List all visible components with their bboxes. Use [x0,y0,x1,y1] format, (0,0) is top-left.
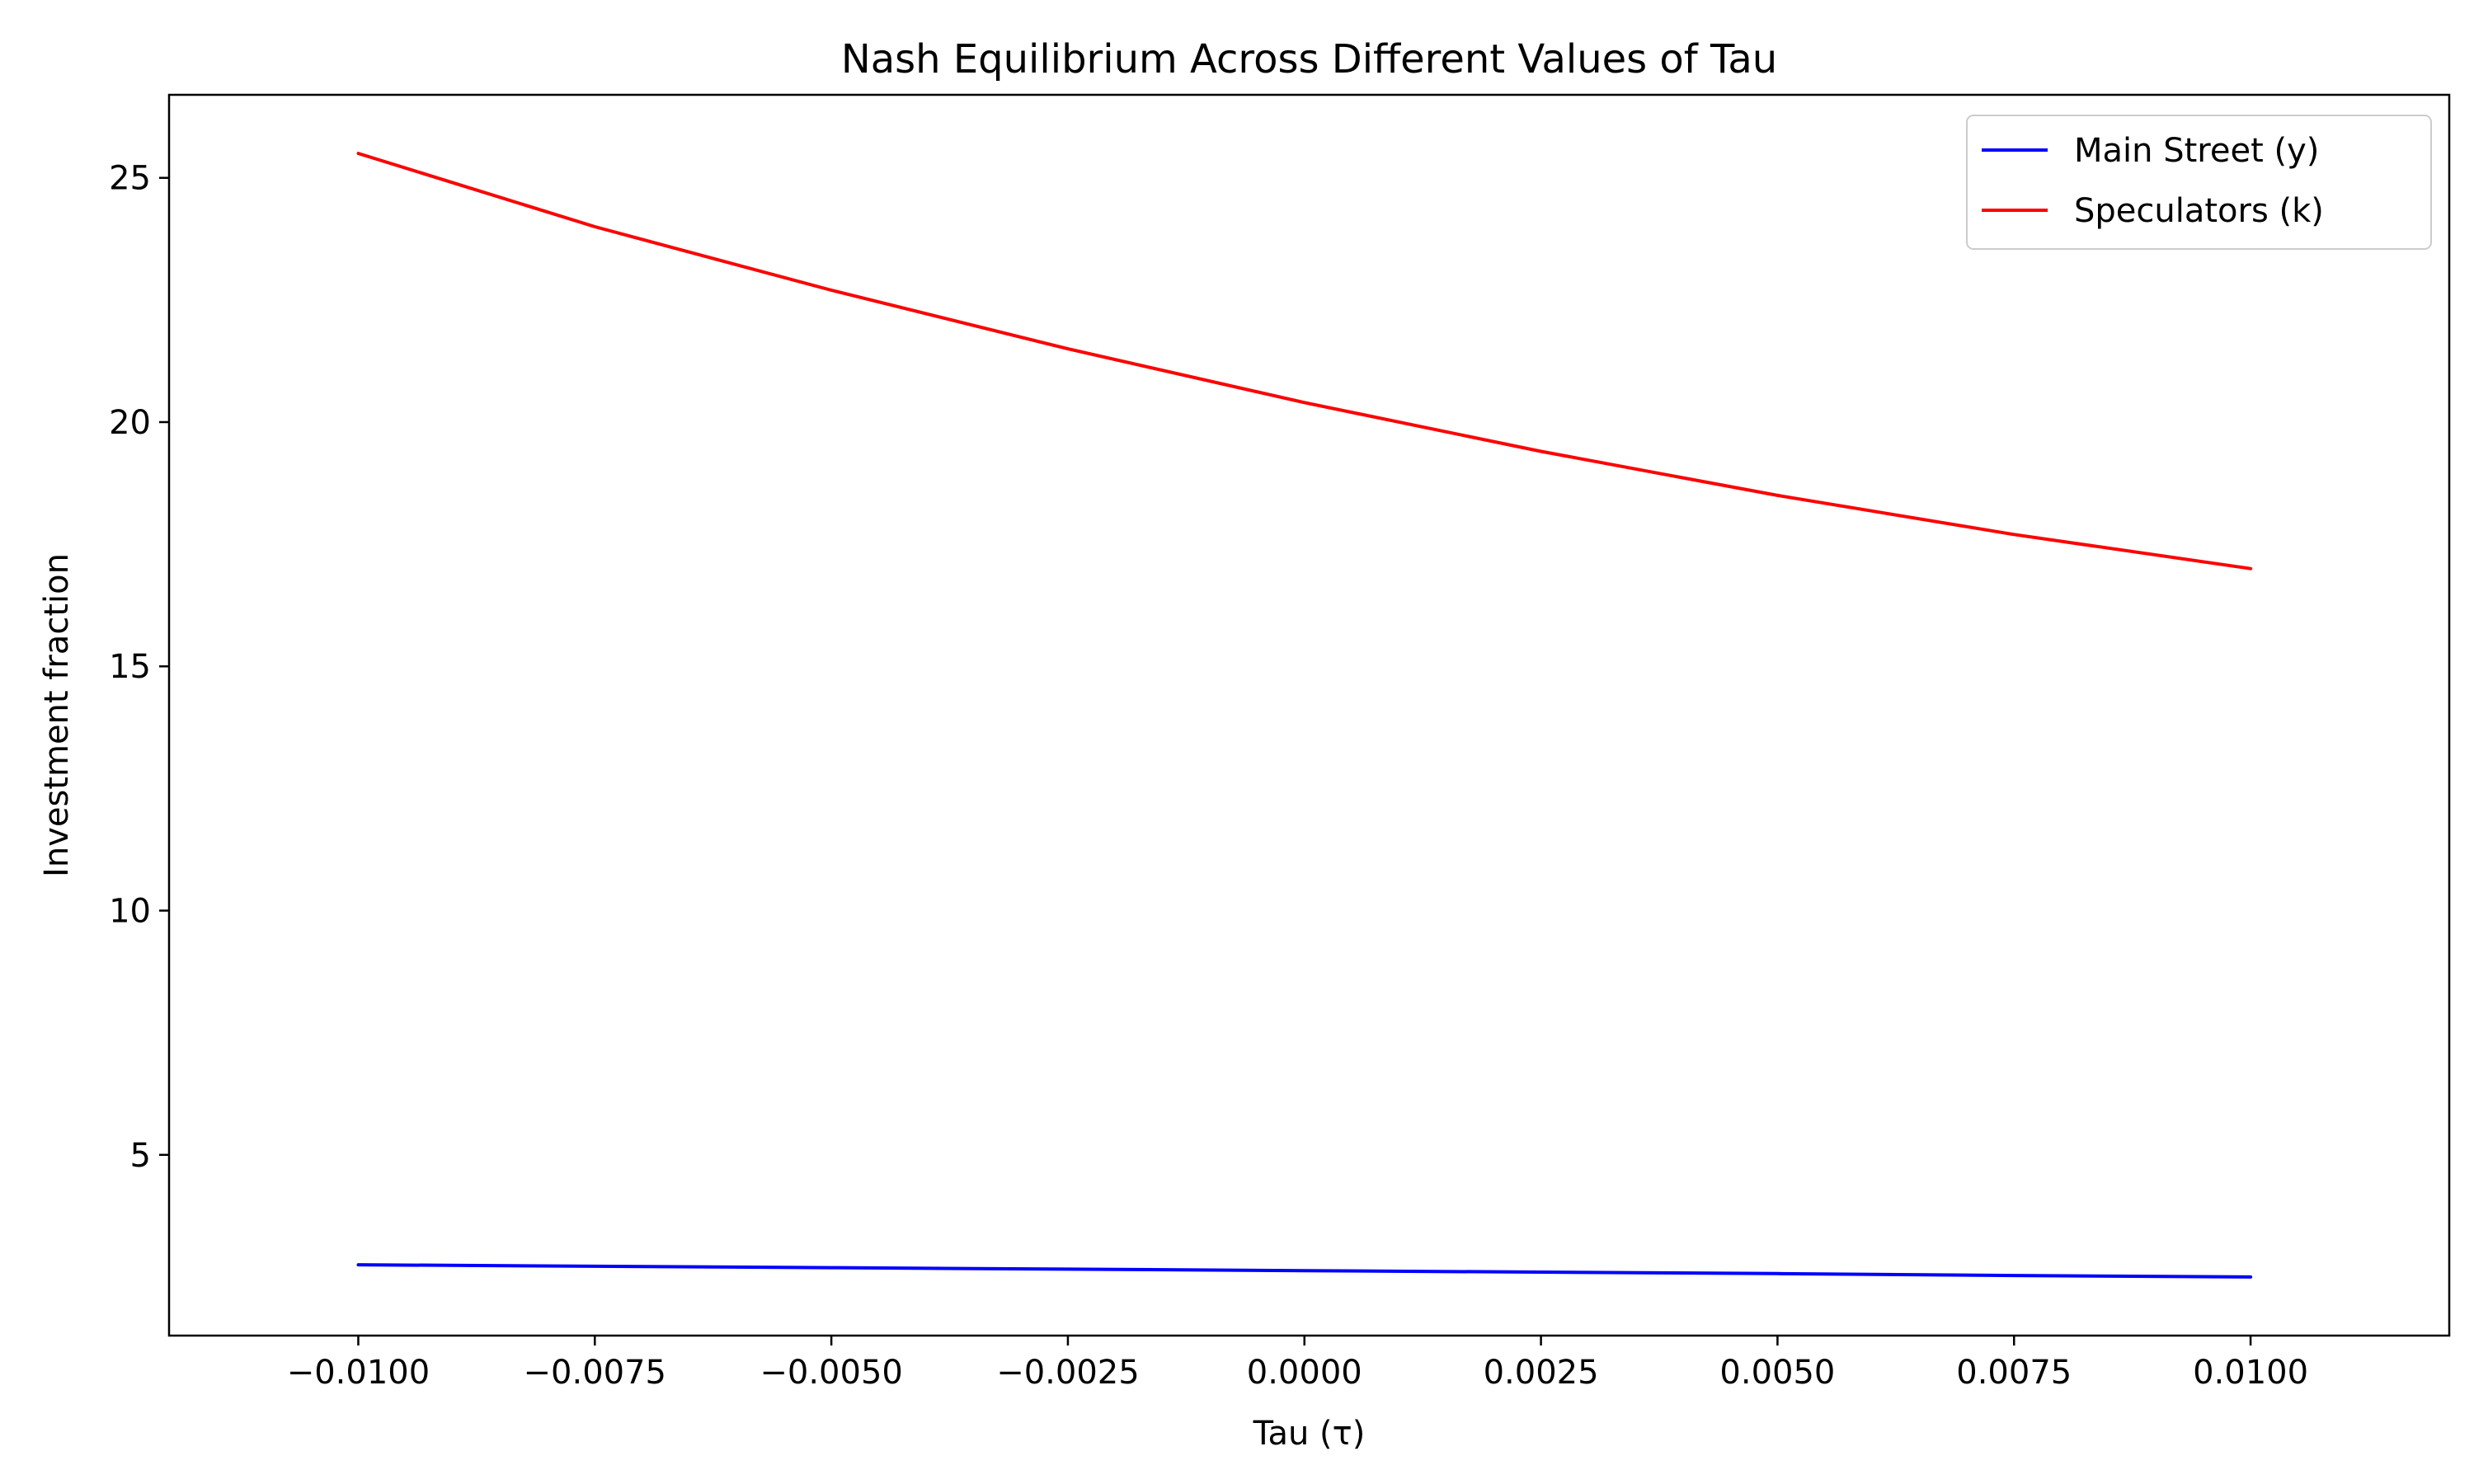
plot-area [356,152,2253,1279]
x-tick-label: 0.0050 [1719,1354,1835,1392]
x-axis: −0.0100 −0.0075 −0.0050 −0.0025 0.0000 0.0025… [287,1336,2308,1392]
legend-box [1966,115,2432,250]
plot-frame [167,93,2451,1337]
x-tick-label: 0.0000 [1247,1354,1362,1392]
x-tick-label: 0.0100 [2193,1354,2308,1392]
y-axis: 5 10 15 20 25 [109,160,169,1175]
chart-title: Nash Equilibrium Across Different Values… [841,36,1777,82]
y-tick-label: 20 [109,404,151,442]
x-axis-title: Tau (τ) [1253,1415,1366,1453]
x-tick-label: 0.0075 [1956,1354,2072,1392]
y-axis-title: Investment fraction [38,553,76,877]
y-tick-label: 25 [109,160,151,198]
x-tick-label: −0.0025 [996,1354,1139,1392]
x-tick-label: −0.0075 [524,1354,666,1392]
x-tick-label: 0.0025 [1484,1354,1599,1392]
x-tick-label: −0.0050 [760,1354,902,1392]
legend: Main Street (y) Speculators (k) [1966,115,2432,250]
y-tick-label: 10 [109,893,151,931]
y-tick-label: 5 [130,1137,151,1175]
series-line-speculators [356,152,2253,571]
legend-label: Main Street (y) [2074,132,2319,170]
legend-label: Speculators (k) [2074,192,2324,230]
y-tick-label: 15 [109,648,151,686]
series-line-main-street [356,1263,2253,1279]
x-tick-label: −0.0100 [287,1354,430,1392]
